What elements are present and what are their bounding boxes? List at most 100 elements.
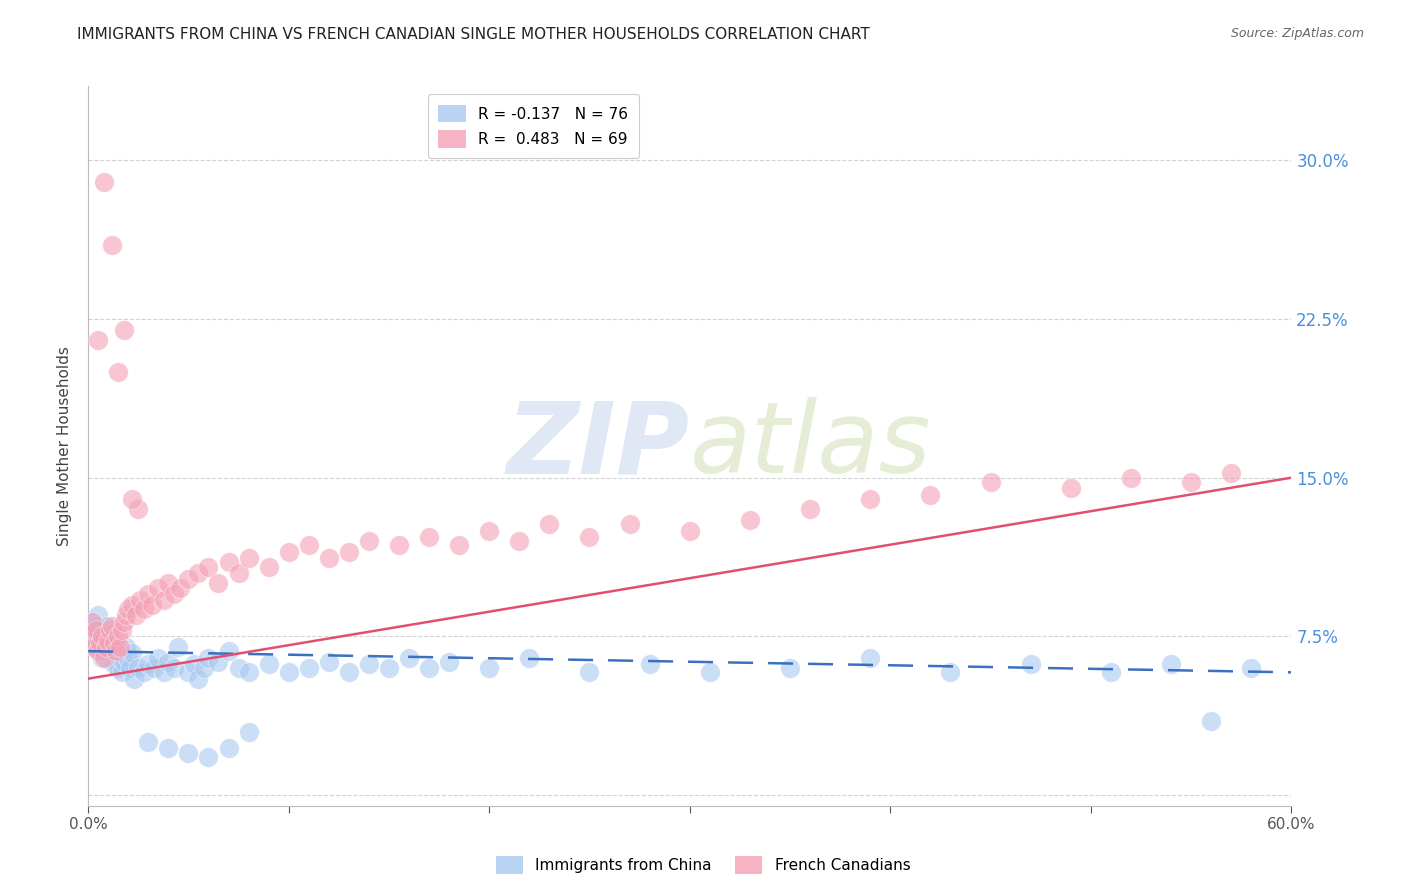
Point xyxy=(197,750,219,764)
Point xyxy=(619,517,641,532)
Point xyxy=(1199,714,1222,728)
Point xyxy=(517,650,540,665)
Point xyxy=(163,661,186,675)
Point xyxy=(357,657,380,671)
Point xyxy=(84,619,107,633)
Point xyxy=(87,629,110,643)
Point xyxy=(187,672,209,686)
Point xyxy=(277,545,299,559)
Point xyxy=(177,572,200,586)
Point xyxy=(93,644,115,658)
Point xyxy=(97,633,120,648)
Point xyxy=(91,650,114,665)
Legend: R = -0.137   N = 76, R =  0.483   N = 69: R = -0.137 N = 76, R = 0.483 N = 69 xyxy=(427,94,638,158)
Point xyxy=(101,644,124,658)
Point xyxy=(112,615,135,629)
Point xyxy=(1160,657,1182,671)
Text: IMMIGRANTS FROM CHINA VS FRENCH CANADIAN SINGLE MOTHER HOUSEHOLDS CORRELATION CH: IMMIGRANTS FROM CHINA VS FRENCH CANADIAN… xyxy=(77,27,870,42)
Point xyxy=(193,661,215,675)
Point xyxy=(134,602,156,616)
Point xyxy=(920,488,942,502)
Point xyxy=(115,608,138,623)
Point xyxy=(318,551,340,566)
Point xyxy=(79,623,101,637)
Point xyxy=(97,633,120,648)
Point xyxy=(437,655,460,669)
Point xyxy=(1099,665,1122,680)
Point xyxy=(478,661,501,675)
Point xyxy=(98,623,121,637)
Point xyxy=(89,640,111,654)
Point xyxy=(169,581,191,595)
Point xyxy=(228,566,250,580)
Point xyxy=(89,636,111,650)
Point xyxy=(859,491,882,506)
Point xyxy=(153,593,176,607)
Point xyxy=(1180,475,1202,489)
Point xyxy=(337,545,360,559)
Point xyxy=(83,629,105,643)
Point xyxy=(167,640,190,654)
Point xyxy=(157,741,180,756)
Point xyxy=(153,665,176,680)
Point xyxy=(257,559,280,574)
Point xyxy=(207,576,229,591)
Point xyxy=(121,598,143,612)
Point xyxy=(478,524,501,538)
Point xyxy=(93,175,115,189)
Point xyxy=(799,502,821,516)
Point xyxy=(136,587,159,601)
Point xyxy=(96,619,118,633)
Point xyxy=(136,735,159,749)
Point xyxy=(84,623,107,637)
Point xyxy=(93,627,115,641)
Point xyxy=(238,665,260,680)
Y-axis label: Single Mother Households: Single Mother Households xyxy=(58,346,72,546)
Point xyxy=(127,502,149,516)
Point xyxy=(148,650,170,665)
Point xyxy=(337,665,360,680)
Point xyxy=(449,538,471,552)
Point xyxy=(110,650,132,665)
Point xyxy=(124,672,146,686)
Point xyxy=(197,650,219,665)
Point xyxy=(117,650,139,665)
Point xyxy=(1220,467,1243,481)
Point xyxy=(96,640,118,654)
Point xyxy=(82,615,104,629)
Point xyxy=(418,661,440,675)
Point xyxy=(87,608,110,623)
Point xyxy=(1019,657,1042,671)
Text: Source: ZipAtlas.com: Source: ZipAtlas.com xyxy=(1230,27,1364,40)
Point xyxy=(121,646,143,660)
Point xyxy=(218,555,240,569)
Point xyxy=(101,619,124,633)
Point xyxy=(105,644,128,658)
Point xyxy=(508,534,530,549)
Point xyxy=(418,530,440,544)
Point xyxy=(197,559,219,574)
Point xyxy=(83,640,105,654)
Point xyxy=(115,640,138,654)
Point xyxy=(207,655,229,669)
Point xyxy=(84,640,107,654)
Point xyxy=(107,365,129,379)
Point xyxy=(1240,661,1263,675)
Point xyxy=(578,530,600,544)
Point xyxy=(91,644,114,658)
Point xyxy=(157,576,180,591)
Point xyxy=(107,629,129,643)
Point xyxy=(136,657,159,671)
Point xyxy=(859,650,882,665)
Point xyxy=(112,655,135,669)
Point xyxy=(79,629,101,643)
Point xyxy=(134,665,156,680)
Point xyxy=(163,587,186,601)
Point xyxy=(110,640,132,654)
Point xyxy=(112,323,135,337)
Point xyxy=(177,746,200,760)
Point xyxy=(939,665,962,680)
Point xyxy=(779,661,801,675)
Point xyxy=(141,598,163,612)
Point xyxy=(538,517,561,532)
